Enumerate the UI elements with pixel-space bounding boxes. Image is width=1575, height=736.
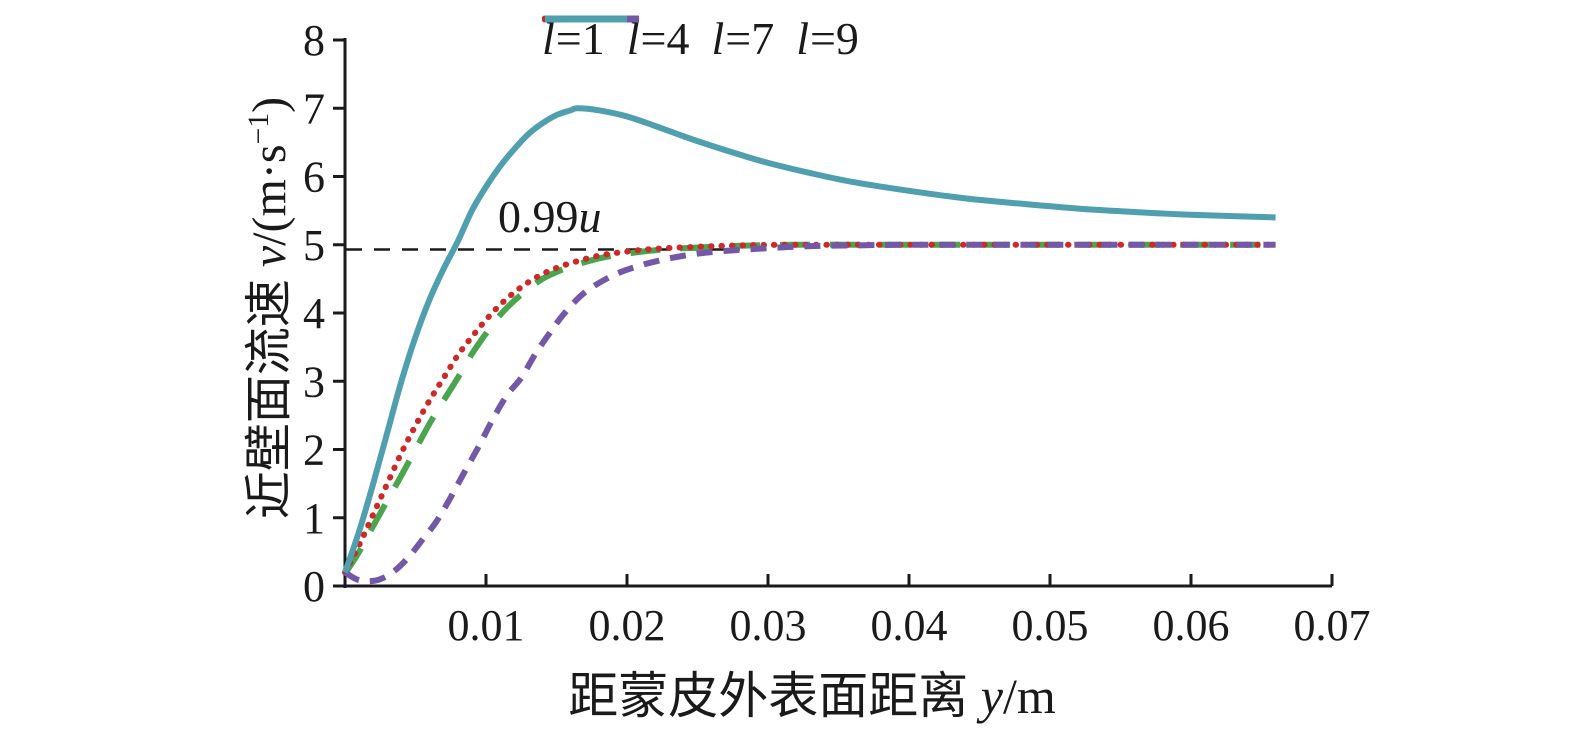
y-axis-unit-exponent: −1 bbox=[242, 112, 275, 145]
x-axis-unit: /m bbox=[1002, 668, 1056, 724]
x-tick-label: 0.07 bbox=[1294, 601, 1371, 650]
legend-item: l=9 bbox=[545, 12, 859, 65]
x-axis-variable: y bbox=[980, 668, 1003, 724]
y-tick-label: 0 bbox=[303, 562, 325, 611]
y-tick-label: 4 bbox=[303, 289, 325, 338]
x-axis-title: 距蒙皮外表面距离 y/m bbox=[568, 656, 1056, 728]
y-axis-title-text: 近壁面流速 bbox=[243, 267, 296, 520]
x-tick-label: 0.06 bbox=[1153, 601, 1230, 650]
legend-label-value: =4 bbox=[640, 13, 690, 64]
legend-label: l=9 bbox=[796, 12, 859, 65]
series-line-l9 bbox=[342, 105, 1276, 574]
legend-label-variable: l bbox=[796, 13, 809, 64]
legend-label: l=4 bbox=[627, 12, 690, 65]
y-tick-label: 5 bbox=[303, 221, 325, 270]
x-tick-label: 0.02 bbox=[589, 601, 666, 650]
legend-label-variable: l bbox=[711, 13, 725, 64]
series-line-l1 bbox=[342, 241, 1276, 576]
y-axis-unit: /(m·s bbox=[243, 144, 296, 246]
y-tick-label: 1 bbox=[303, 494, 325, 543]
legend-label-value: =7 bbox=[725, 13, 775, 64]
annotation-variable: u bbox=[578, 191, 602, 242]
series-line-l4 bbox=[342, 241, 1279, 576]
annotation-value: 0.99 bbox=[498, 191, 579, 242]
y-axis-unit-close: ) bbox=[243, 96, 296, 113]
legend-label-value: =9 bbox=[809, 13, 859, 64]
legend: l=1 l=4 l=7 l=9 bbox=[542, 12, 859, 65]
y-tick-label: 8 bbox=[303, 16, 325, 65]
legend-item: l=7 bbox=[545, 12, 774, 65]
x-axis-title-text: 距蒙皮外表面距离 bbox=[568, 668, 981, 724]
y-axis-variable: v bbox=[243, 245, 296, 268]
x-tick-label: 0.05 bbox=[1012, 601, 1089, 650]
series-line-l7 bbox=[343, 241, 1276, 585]
y-axis-title: 近壁面流速 v/(m·s−1) bbox=[229, 97, 299, 519]
legend-label-variable: l bbox=[626, 13, 640, 64]
y-tick-label: 2 bbox=[303, 426, 325, 475]
y-tick-label: 7 bbox=[303, 84, 325, 133]
y-tick-label: 3 bbox=[303, 357, 325, 406]
legend-label: l=7 bbox=[711, 12, 774, 65]
x-tick-label: 0.03 bbox=[730, 601, 807, 650]
x-tick-label: 0.04 bbox=[871, 601, 948, 650]
legend-label-variable: l bbox=[542, 13, 555, 64]
y-tick-label: 6 bbox=[303, 153, 325, 202]
x-tick-label: 0.01 bbox=[448, 601, 525, 650]
legend-sample-line bbox=[545, 15, 627, 23]
reference-line-annotation: 0.99u bbox=[498, 190, 602, 243]
